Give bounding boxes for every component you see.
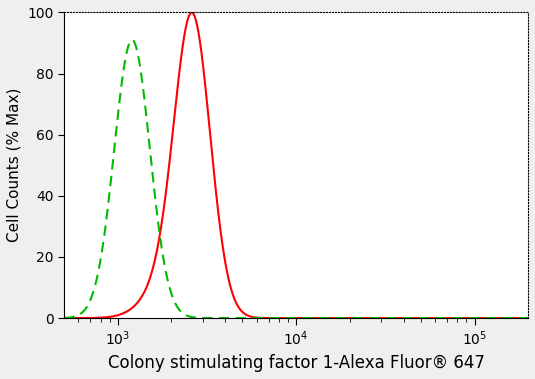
X-axis label: Colony stimulating factor 1-Alexa Fluor® 647: Colony stimulating factor 1-Alexa Fluor®…: [108, 354, 485, 372]
Y-axis label: Cell Counts (% Max): Cell Counts (% Max): [7, 88, 22, 243]
